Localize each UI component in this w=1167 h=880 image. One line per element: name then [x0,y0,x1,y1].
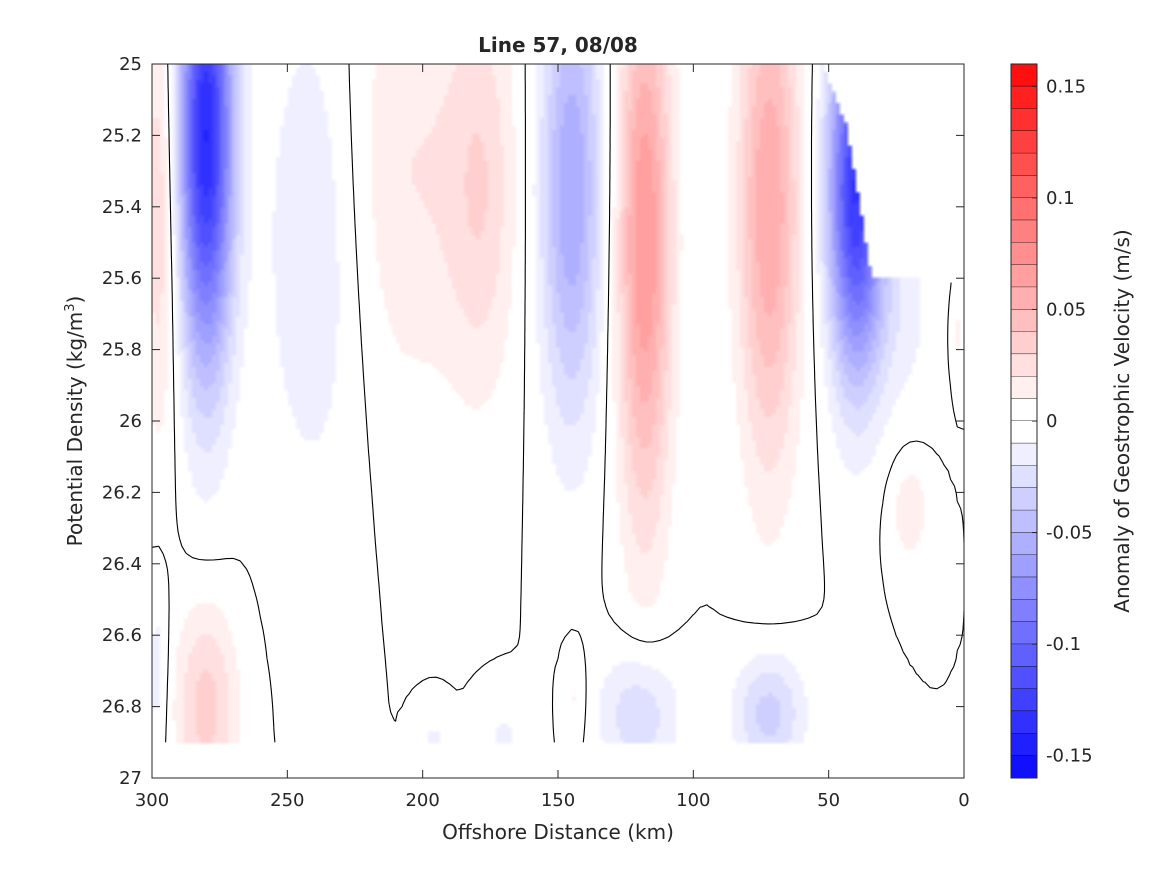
colorbar-segment [1011,220,1037,243]
y-tick-label: 26.2 [102,482,142,503]
colorbar-segment [1011,666,1037,689]
y-tick-label: 25.6 [102,268,142,289]
colorbar-segment [1011,398,1037,421]
colorbar-segment [1011,487,1037,511]
colorbar-segment [1011,309,1037,332]
colorbar-segment [1011,86,1037,109]
y-tick-label: 25.8 [102,340,142,361]
colorbar-segment [1011,331,1037,355]
y-axis-label-tail: ) [63,296,87,304]
colorbar-segment [1011,755,1037,778]
colorbar-tick-label: 0.1 [1046,188,1075,209]
y-tick-label: 25.2 [102,125,142,146]
x-tick-label: 150 [541,790,575,811]
colorbar-tick-label: -0.15 [1046,746,1093,767]
x-tick-label: 250 [270,790,304,811]
x-axis-label: Offshore Distance (km) [442,820,674,844]
x-axis: 300 250 200 150 100 50 0 [135,64,970,811]
colorbar-segment [1011,421,1037,444]
y-axis-label: Potential Density (kg/m3) [63,296,87,547]
zero-contour-lines [151,63,965,743]
colorbar-segment [1011,621,1037,645]
colorbar-tick-label: -0.1 [1046,634,1081,655]
colorbar-tick-label: 0 [1046,411,1057,432]
colorbar-segment [1011,688,1037,712]
anomaly-contour-fill [152,64,964,778]
x-tick-label: 300 [135,790,169,811]
colorbar-segment [1011,175,1037,198]
colorbar-segment [1011,130,1037,154]
colorbar-axis: 0.15 0.1 0.05 0 -0.05 -0.1 -0.15 [1032,76,1093,767]
y-tick-label: 26.8 [102,697,142,718]
colorbar-segment [1011,599,1037,622]
y-axis: 25 25.2 25.4 25.6 25.8 26 26.2 26.4 26.6 26.8 27 [102,54,964,789]
colorbar-segment [1011,64,1037,87]
colorbar-tick-label: -0.05 [1046,523,1093,544]
colorbar-segment [1011,443,1037,466]
y-tick-label: 26.6 [102,625,142,646]
colorbar-segment [1011,242,1037,265]
colorbar-segment [1011,510,1037,533]
colorbar-segment [1011,287,1037,310]
colorbar-segment [1011,264,1037,288]
colorbar-segment [1011,711,1037,734]
x-tick-label: 100 [676,790,710,811]
zero-contour-path [151,63,965,743]
x-tick-label: 200 [405,790,439,811]
colorbar-segment [1011,733,1037,756]
anomaly-field-image [152,64,964,778]
colorbar-segment [1011,376,1037,399]
colorbar-label: Anomaly of Geostrophic Velocity (m/s) [1110,229,1134,612]
colorbar-segment [1011,554,1037,578]
y-tick-label: 27 [119,768,142,789]
colorbar-segment [1011,644,1037,667]
colorbar-segment [1011,354,1037,377]
x-tick-label: 0 [958,790,969,811]
colorbar-segment [1011,197,1037,221]
y-axis-label-sup: 3 [63,303,78,311]
colorbar [1010,63,1038,779]
y-tick-label: 25.4 [102,197,142,218]
colorbar-segment [1011,108,1037,131]
colorbar-segment [1011,532,1037,555]
colorbar-tick-label: 0.15 [1046,76,1086,97]
y-tick-label: 25 [119,54,142,75]
chart-title: Line 57, 08/08 [478,33,638,57]
y-tick-label: 26.4 [102,554,142,575]
colorbar-segment [1011,465,1037,488]
colorbar-tick-label: 0.05 [1046,299,1086,320]
x-tick-label: 50 [817,790,840,811]
colorbar-segment [1011,153,1037,176]
colorbar-segment [1011,577,1037,600]
y-axis-label-main: Potential Density (kg/m [63,312,87,547]
y-tick-label: 26 [119,411,142,432]
